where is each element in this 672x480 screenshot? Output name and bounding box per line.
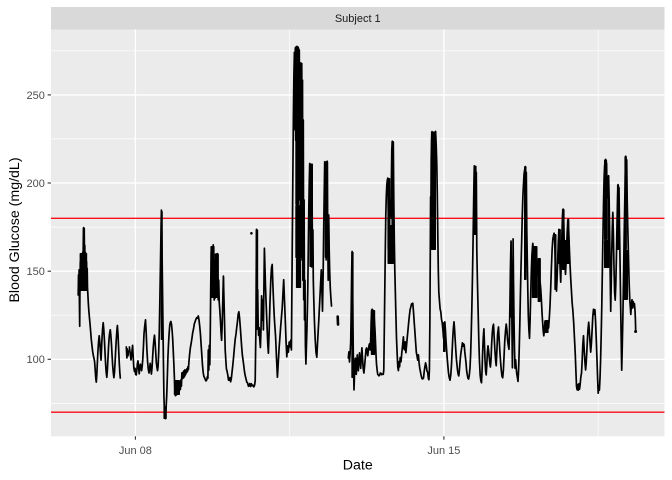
svg-text:200: 200 [27, 178, 45, 190]
svg-text:Subject 1: Subject 1 [335, 13, 381, 25]
svg-text:250: 250 [27, 90, 45, 102]
svg-text:Jun 15: Jun 15 [427, 445, 460, 457]
svg-text:Blood Glucose (mg/dL): Blood Glucose (mg/dL) [7, 157, 23, 302]
svg-text:Jun 08: Jun 08 [119, 445, 152, 457]
svg-text:Date: Date [343, 458, 373, 474]
svg-text:150: 150 [27, 266, 45, 278]
svg-text:100: 100 [27, 354, 45, 366]
